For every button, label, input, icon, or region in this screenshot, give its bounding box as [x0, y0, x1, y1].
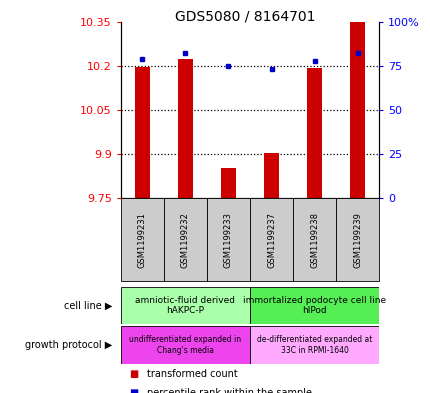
Text: de-differentiated expanded at
33C in RPMI-1640: de-differentiated expanded at 33C in RPM…	[256, 335, 372, 354]
Bar	[120, 198, 163, 281]
Text: cell line ▶: cell line ▶	[64, 301, 112, 310]
Text: undifferentiated expanded in
Chang's media: undifferentiated expanded in Chang's med…	[129, 335, 241, 354]
Bar	[249, 326, 378, 364]
Bar	[135, 67, 150, 198]
Text: immortalized podocyte cell line
hIPod: immortalized podocyte cell line hIPod	[243, 296, 385, 315]
Bar	[120, 287, 249, 324]
Bar	[206, 198, 249, 281]
Text: transformed count: transformed count	[146, 369, 237, 379]
Bar	[249, 287, 378, 324]
Text: GSM1199237: GSM1199237	[267, 212, 275, 268]
Text: ■: ■	[129, 388, 138, 393]
Bar	[263, 153, 279, 198]
Bar	[249, 198, 292, 281]
Bar	[335, 198, 378, 281]
Bar	[221, 167, 236, 198]
Text: GSM1199232: GSM1199232	[181, 212, 189, 268]
Bar	[350, 22, 365, 198]
Text: ■: ■	[129, 369, 138, 379]
Text: GSM1199238: GSM1199238	[310, 212, 318, 268]
Bar	[177, 59, 193, 198]
Text: amniotic-fluid derived
hAKPC-P: amniotic-fluid derived hAKPC-P	[135, 296, 235, 315]
Text: GSM1199231: GSM1199231	[138, 212, 146, 268]
Bar	[163, 198, 206, 281]
Text: percentile rank within the sample: percentile rank within the sample	[146, 388, 311, 393]
Bar	[292, 198, 335, 281]
Bar	[120, 326, 249, 364]
Text: GSM1199239: GSM1199239	[353, 212, 361, 268]
Bar	[306, 68, 322, 198]
Text: growth protocol ▶: growth protocol ▶	[25, 340, 112, 350]
Text: GSM1199233: GSM1199233	[224, 212, 232, 268]
Text: GDS5080 / 8164701: GDS5080 / 8164701	[175, 10, 315, 24]
